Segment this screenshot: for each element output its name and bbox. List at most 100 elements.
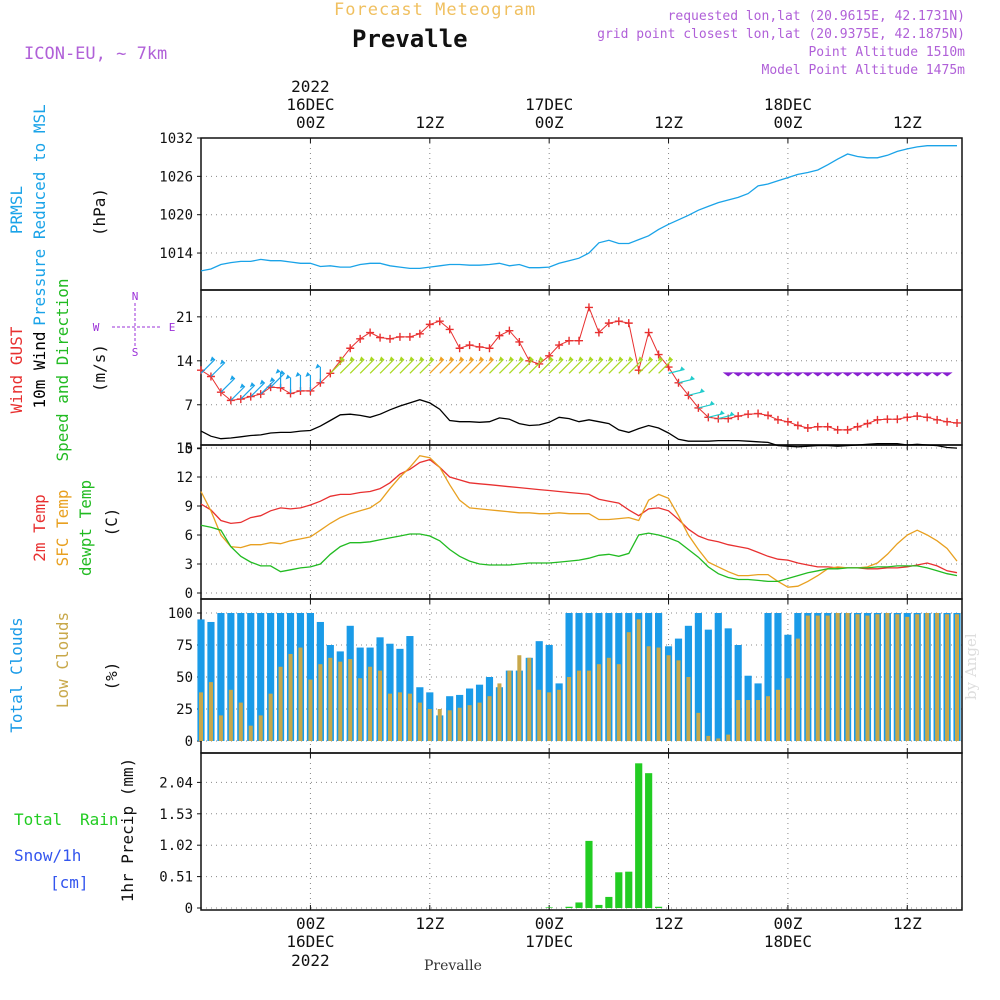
gust-marker <box>226 396 235 405</box>
wind-arrow-head <box>627 356 633 362</box>
precip-bar <box>615 872 623 908</box>
panel-precip: 0 0.51 1.02 1.53 2.04 <box>159 752 963 917</box>
low-cloud-bar <box>656 647 661 741</box>
wind-speed-line <box>200 399 958 449</box>
low-cloud-bar <box>328 657 333 741</box>
wind-arrow-head <box>518 356 524 362</box>
wind-arrow <box>419 358 435 374</box>
wind-arrow-head <box>699 388 705 394</box>
wind-arrow <box>359 358 375 374</box>
gust-marker <box>405 332 414 341</box>
temp-dew-line <box>200 524 958 583</box>
low-cloud-bar <box>775 689 780 741</box>
bottom-time-label: 00Z <box>773 914 802 933</box>
gust-marker <box>923 413 932 422</box>
gust-marker <box>376 333 385 342</box>
gust-marker <box>386 334 395 343</box>
wind-arrow-head <box>709 400 715 406</box>
low-cloud-bar <box>298 647 303 741</box>
total-cloud-bar <box>306 613 315 741</box>
wind-arrow-head <box>667 356 673 362</box>
low-cloud-bar <box>696 712 701 741</box>
pressure-ylabel-unit: (hPa) <box>90 188 109 236</box>
wind-arrow-head <box>428 356 434 362</box>
wind-arrow-head <box>657 356 663 362</box>
wind-arrow <box>812 372 824 377</box>
wind-arrow <box>518 358 534 374</box>
gust-marker <box>415 329 424 338</box>
low-cloud-bar <box>935 613 940 741</box>
total-cloud-bar <box>406 636 414 741</box>
low-cloud-bar <box>586 670 591 741</box>
wind-arrow-head <box>389 356 395 362</box>
gust-marker <box>813 422 822 431</box>
low-cloud-bar <box>756 700 761 741</box>
wind-arrow <box>822 372 834 377</box>
ytick-label-wind: 0 <box>185 442 193 458</box>
precip-ylabel: 1hr Precip (mm) <box>118 758 137 903</box>
cloud-ylabel-low: Low Clouds <box>53 612 72 708</box>
bottom-time-label: 12Z <box>415 914 444 933</box>
wind-arrow-head <box>408 356 414 362</box>
precip-bar <box>655 906 663 908</box>
low-cloud-bar <box>228 689 233 741</box>
ytick-label-temperature: 3 <box>185 557 193 573</box>
bottom-date-label: 16DEC <box>286 932 334 951</box>
wind-arrow <box>911 372 923 377</box>
wind-arrow <box>220 377 236 393</box>
wind-ylabel-speed: 10m Wind <box>30 331 49 408</box>
total-cloud-bar <box>237 613 245 741</box>
total-cloud-bar <box>227 613 235 741</box>
gust-marker <box>505 326 514 335</box>
wind-arrow <box>409 358 425 374</box>
low-cloud-bar <box>268 693 273 741</box>
wind-arrow <box>389 358 405 374</box>
gust-marker <box>843 425 852 434</box>
gust-marker <box>714 414 723 423</box>
low-cloud-bar <box>348 659 353 741</box>
precip-legend-snow: Snow/1h <box>14 846 81 865</box>
gust-marker <box>256 390 265 399</box>
low-cloud-bar <box>397 692 402 741</box>
wind-arrow <box>802 372 814 377</box>
precip-legend-rain: Rain <box>80 810 119 829</box>
ytick-label-clouds: 25 <box>176 702 193 718</box>
low-cloud-bar <box>746 700 751 741</box>
low-cloud-bar <box>825 615 830 741</box>
gust-marker <box>545 351 554 360</box>
gust-marker <box>664 363 673 372</box>
ytick-label-precip: 0.51 <box>159 870 193 886</box>
wind-arrow <box>429 358 445 374</box>
wind-arrow <box>608 358 624 374</box>
wind-arrow <box>210 362 226 377</box>
wind-arrow-head <box>275 368 281 374</box>
wind-arrow <box>891 372 903 377</box>
wind-arrow-head <box>359 356 365 362</box>
wind-arrow-head <box>210 356 215 362</box>
low-cloud-bar <box>875 614 880 741</box>
gust-marker <box>783 417 792 426</box>
requested-coords: requested lon,lat (20.9615E, 42.1731N) <box>667 9 965 24</box>
panel-clouds: 0 25 50 75 100 <box>168 598 963 754</box>
compass-e: E <box>169 321 176 334</box>
precip-bar <box>645 773 653 908</box>
wind-arrow-head <box>438 356 444 362</box>
wind-arrow-head <box>647 356 653 362</box>
location-title: Prevalle <box>352 25 468 53</box>
wind-arrow <box>528 358 544 374</box>
wind-arrow <box>479 358 494 374</box>
low-cloud-bar <box>417 702 422 741</box>
wind-arrow-head <box>468 356 474 362</box>
compass-w: W <box>93 321 100 334</box>
low-cloud-bar <box>855 614 860 741</box>
wind-arrow-head <box>349 356 355 362</box>
low-cloud-bar <box>338 661 343 741</box>
low-cloud-bar <box>895 614 900 741</box>
total-cloud-bar <box>267 613 275 741</box>
total-cloud-bar <box>694 613 702 741</box>
gust-marker <box>326 369 335 378</box>
gust-marker <box>754 409 763 418</box>
low-cloud-bar <box>577 670 582 741</box>
wind-arrow-head <box>305 371 311 377</box>
